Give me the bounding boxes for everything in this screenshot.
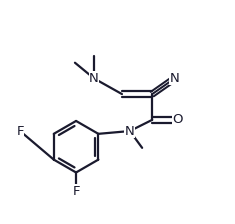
Text: N: N [89, 72, 99, 85]
Text: F: F [72, 185, 80, 198]
Text: N: N [125, 125, 135, 138]
Text: F: F [16, 125, 24, 138]
Text: O: O [173, 113, 183, 126]
Text: N: N [170, 72, 180, 85]
